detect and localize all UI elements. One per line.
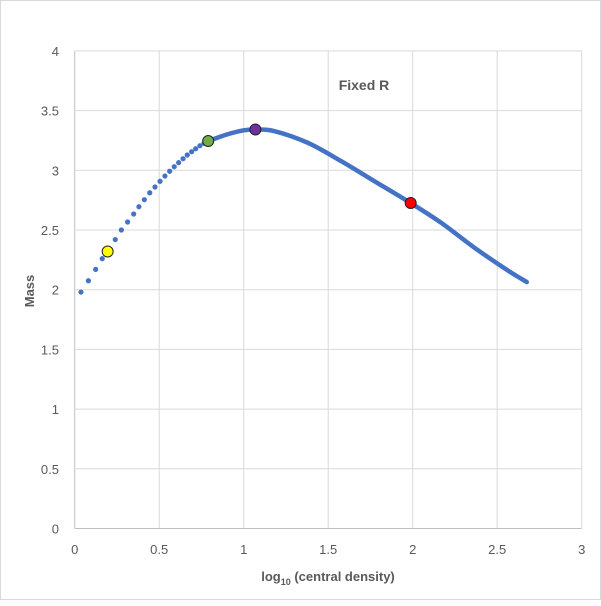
data-point <box>176 160 182 166</box>
y-tick-label: 1 <box>52 402 59 417</box>
data-point <box>147 190 153 196</box>
highlight-point <box>101 245 114 258</box>
data-point <box>124 219 131 225</box>
tick-labels: 0 0.5 1 1.5 2 2.5 3 0 0.5 1 1.5 2 2.5 3 3.5 4 <box>41 44 585 557</box>
highlight-point <box>249 123 262 136</box>
data-point <box>193 146 199 152</box>
chart-title: Fixed R <box>339 77 390 93</box>
y-tick-label: 2 <box>52 283 59 298</box>
y-tick-label: 0 <box>52 522 59 537</box>
series <box>78 123 530 295</box>
data-point <box>141 197 147 203</box>
y-tick-label: 3 <box>52 163 59 178</box>
x-axis-label-rest: (central density) <box>291 569 395 584</box>
highlight-point <box>404 197 417 210</box>
y-tick-label: 2.5 <box>41 223 59 238</box>
x-axis-label-main: log <box>261 569 281 584</box>
data-point <box>131 211 137 217</box>
data-point <box>180 156 186 162</box>
data-point <box>112 236 118 243</box>
x-tick-label: 2.5 <box>488 542 506 557</box>
x-tick-label: 3 <box>578 542 585 557</box>
x-axis-label: log10 (central density) <box>261 569 395 587</box>
data-point <box>171 164 177 170</box>
y-tick-label: 0.5 <box>41 462 59 477</box>
data-point <box>152 184 158 190</box>
data-point <box>197 143 203 149</box>
y-tick-label: 1.5 <box>41 342 59 357</box>
highlight-point <box>202 135 215 148</box>
y-tick-label: 3.5 <box>41 104 59 119</box>
data-point <box>184 152 190 158</box>
data-point <box>85 278 91 284</box>
x-axis-label-sub: 10 <box>281 577 291 587</box>
x-tick-label: 0 <box>71 542 78 557</box>
data-point <box>162 173 168 179</box>
y-tick-label: 4 <box>52 44 59 59</box>
data-point <box>167 168 173 174</box>
data-point <box>189 149 195 155</box>
data-point <box>136 204 142 210</box>
x-tick-label: 1 <box>240 542 247 557</box>
data-point <box>99 256 105 262</box>
gridlines <box>74 50 583 529</box>
series-line <box>205 127 530 285</box>
data-point <box>157 178 163 184</box>
x-tick-label: 0.5 <box>150 542 168 557</box>
y-axis-label: Mass <box>22 275 37 308</box>
x-tick-label: 2 <box>409 542 416 557</box>
data-point <box>93 266 99 273</box>
data-point <box>78 289 84 295</box>
data-point <box>118 227 124 233</box>
x-tick-label: 1.5 <box>319 542 337 557</box>
